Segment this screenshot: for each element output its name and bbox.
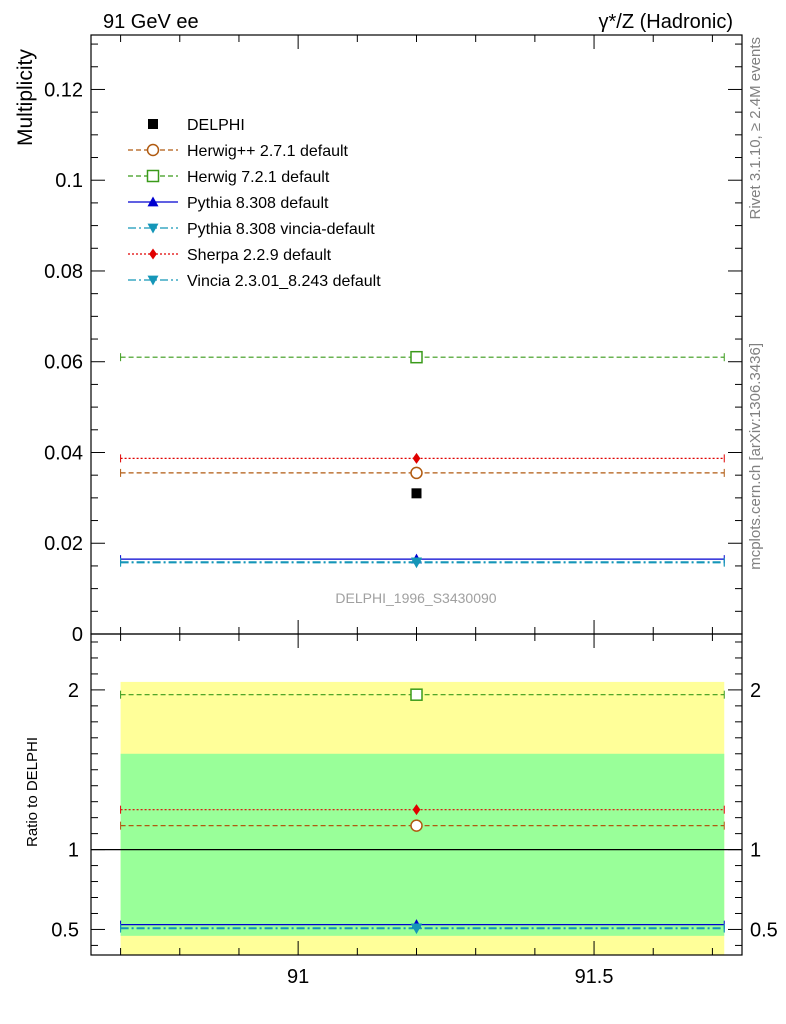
ratio-plot: 0.5 0.5 1 1 2 2 91 91.5 [51, 633, 778, 988]
legend-marker-3 [147, 223, 159, 234]
title-left: 91 GeV ee [103, 11, 199, 33]
legend-label-1: Herwig 7.2.1 default [187, 169, 330, 186]
y-tick-label: 0.06 [44, 352, 83, 374]
side-label-top: Rivet 3.1.10, ≥ 2.4M events [747, 37, 764, 220]
legend-marker-1 [146, 169, 160, 183]
series-marker-1 [410, 350, 423, 364]
x-tick-label: 91.5 [575, 966, 614, 988]
y-tick-label: 0.12 [44, 79, 83, 101]
ratio-marker-1 [410, 688, 423, 701]
ratio-y-tick-label-right: 2 [750, 680, 761, 702]
analysis-label: DELPHI_1996_S3430090 [335, 590, 496, 606]
legend-marker-0 [146, 143, 160, 157]
data-point [411, 488, 422, 499]
ratio-y-tick-label-right: 0.5 [750, 919, 778, 941]
legend-marker-data [148, 119, 158, 129]
uncertainty-band-inner [120, 753, 725, 936]
series-marker-0 [410, 466, 423, 480]
ratio-y-tick-label: 1 [68, 840, 79, 862]
ratio-marker-4 [412, 804, 421, 816]
legend-label-3: Pythia 8.308 vincia-default [187, 221, 375, 238]
title-right: γ*/Z (Hadronic) [599, 11, 733, 33]
side-label-bottom: mcplots.cern.ch [arXiv:1306.3436] [747, 343, 764, 570]
series-marker-4 [412, 452, 421, 464]
y-tick-label: 0.08 [44, 261, 83, 283]
legend: DELPHI Herwig++ 2.7.1 default Herwig 7.2.1… [128, 117, 381, 290]
legend-label-2: Pythia 8.308 default [187, 195, 329, 212]
legend-label-4: Sherpa 2.2.9 default [187, 247, 332, 264]
ratio-y-axis-label: Ratio to DELPHI [24, 737, 41, 847]
legend-label-5: Vincia 2.3.01_8.243 default [187, 273, 381, 290]
legend-label-data: DELPHI [187, 117, 245, 134]
y-axis-label: Multiplicity [14, 49, 37, 146]
ratio-marker-0 [410, 819, 423, 832]
series-marker-5 [411, 557, 422, 568]
ratio-y-tick-label-right: 1 [750, 840, 761, 862]
ratio-y-tick-label: 0.5 [51, 919, 79, 941]
y-tick-label: 0.02 [44, 533, 83, 555]
y-tick-label: 0.1 [55, 170, 83, 192]
x-tick-label: 91 [287, 966, 309, 988]
legend-marker-4 [149, 248, 157, 260]
y-tick-label: 0 [72, 624, 83, 646]
legend-marker-5 [147, 275, 159, 286]
y-tick-label: 0.04 [44, 442, 83, 464]
legend-label-0: Herwig++ 2.7.1 default [187, 143, 349, 160]
legend-marker-2 [147, 196, 159, 207]
ratio-marker-5 [411, 923, 422, 934]
ratio-y-tick-label: 2 [68, 680, 79, 702]
